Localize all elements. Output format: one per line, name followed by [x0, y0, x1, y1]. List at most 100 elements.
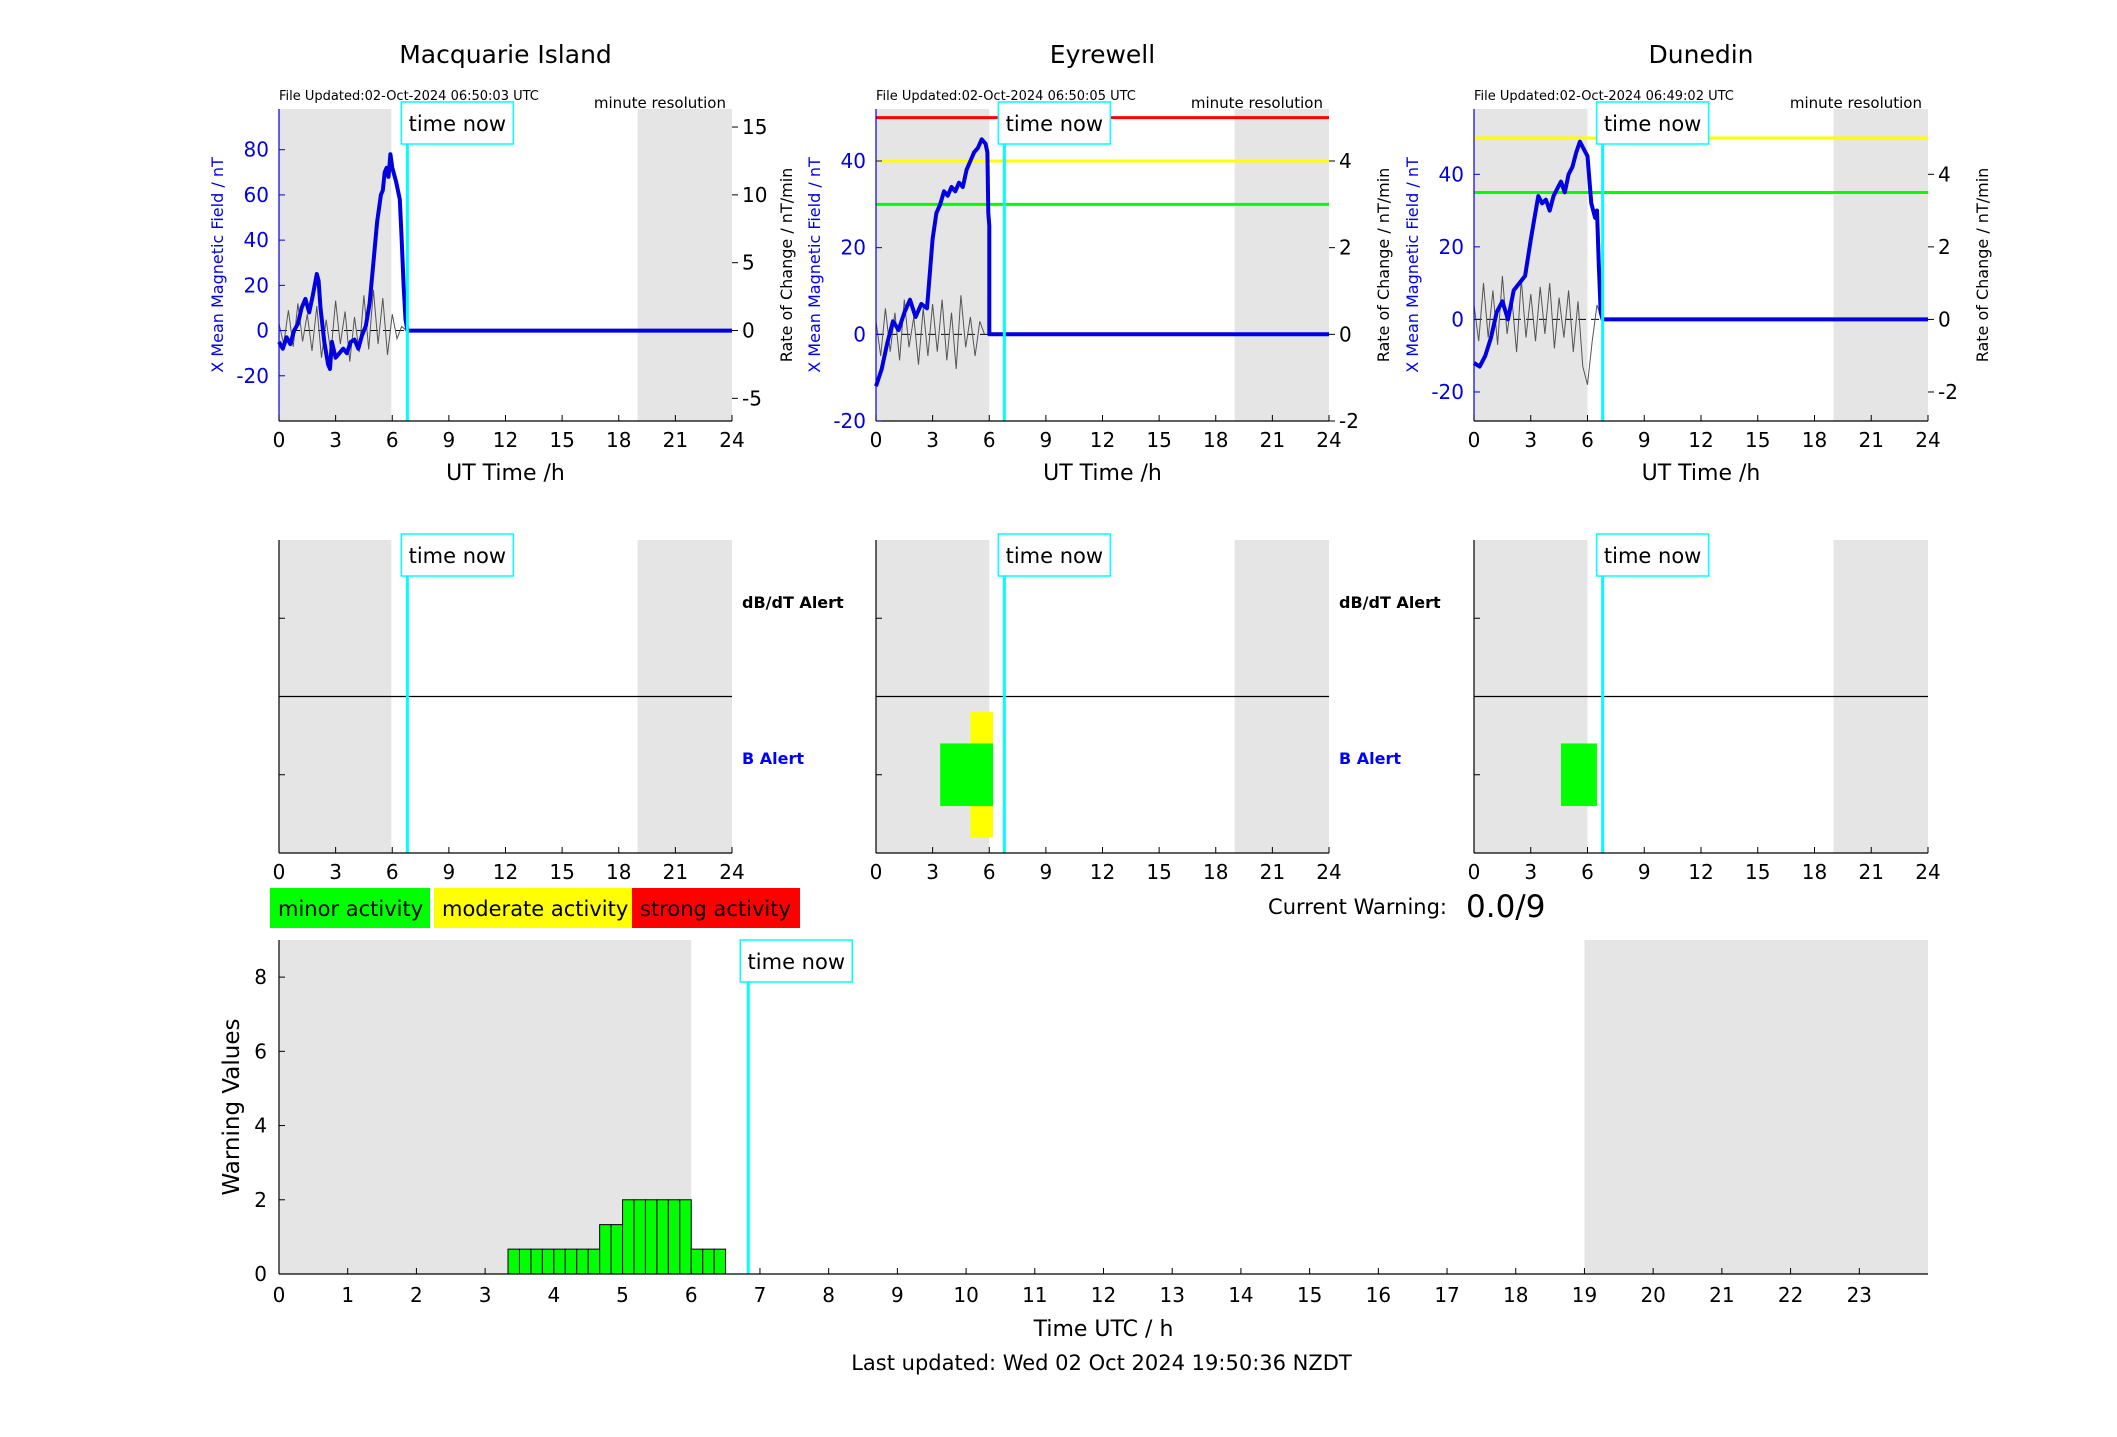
time-now-label: time now	[1006, 544, 1103, 568]
x-tick-label: 12	[1688, 860, 1713, 884]
warning-bar	[610, 1224, 624, 1275]
warning-bar	[530, 1248, 543, 1275]
x-tick-label: 21	[1859, 860, 1884, 884]
x-tick-label: 19	[1572, 1283, 1597, 1307]
panel-title: Macquarie Island	[399, 40, 612, 69]
x-tick-label: 15	[1146, 860, 1171, 884]
y-tick-label: 6	[254, 1039, 267, 1063]
y-right-tick-label: 4	[1339, 149, 1352, 173]
last-updated-text: Last updated: Wed 02 Oct 2024 19:50:36 N…	[851, 1351, 1352, 1375]
x-tick-label: 18	[1802, 428, 1827, 452]
b-alert-label: B Alert	[1339, 749, 1401, 768]
x-tick-label: 7	[754, 1283, 767, 1307]
y-left-tick-label: 20	[244, 273, 269, 297]
x-tick-label: 24	[719, 428, 744, 452]
warning-bar	[644, 1199, 658, 1275]
x-tick-label: 9	[1638, 428, 1651, 452]
x-tick-label: 12	[1090, 428, 1115, 452]
y-left-tick-label: 80	[244, 138, 269, 162]
y-right-tick-label: 0	[1339, 322, 1352, 346]
x-tick-label: 6	[386, 860, 399, 884]
time-now-label: time now	[409, 544, 506, 568]
y-right-tick-label: 2	[1938, 235, 1951, 259]
x-tick-label: 23	[1847, 1283, 1872, 1307]
file-updated-text: File Updated:02-Oct-2024 06:50:03 UTC	[279, 89, 539, 104]
file-updated-text: File Updated:02-Oct-2024 06:49:02 UTC	[1474, 89, 1734, 104]
warning-bar	[541, 1248, 555, 1275]
x-tick-label: 0	[1468, 428, 1481, 452]
y-right-tick-label: 4	[1938, 162, 1951, 186]
right-axis-label: Rate of Change / nT/min	[777, 168, 796, 363]
y-right-tick-label: 15	[742, 115, 767, 139]
x-tick-label: 18	[1203, 428, 1228, 452]
night-band	[1234, 109, 1329, 421]
warning-bar	[679, 1199, 692, 1275]
y-right-tick-label: -2	[1938, 380, 1958, 404]
field-series-line	[874, 137, 1329, 387]
resolution-text: minute resolution	[594, 94, 726, 112]
warning-bar	[599, 1224, 612, 1275]
x-tick-label: 18	[1802, 860, 1827, 884]
time-now-marker: time now	[739, 939, 854, 983]
x-axis-label: UT Time /h	[1043, 461, 1162, 486]
alert-bar-minor	[1561, 743, 1597, 807]
resolution-text: minute resolution	[1790, 94, 1922, 112]
warning-bar	[622, 1199, 635, 1275]
x-tick-label: 3	[1524, 860, 1537, 884]
x-tick-label: 3	[926, 428, 939, 452]
y-left-tick-label: 40	[841, 149, 866, 173]
x-tick-label: 3	[926, 860, 939, 884]
warning-bar	[713, 1248, 727, 1275]
y-left-tick-label: -20	[833, 409, 866, 433]
x-tick-label: 12	[1688, 428, 1713, 452]
x-tick-label: 24	[1316, 860, 1341, 884]
x-tick-label: 0	[1468, 860, 1481, 884]
x-tick-label: 6	[983, 860, 996, 884]
x-tick-label: 18	[606, 860, 631, 884]
y-left-tick-label: 20	[841, 236, 866, 260]
legend-label-minor: minor activity	[278, 897, 423, 921]
x-tick-label: 18	[1503, 1283, 1528, 1307]
x-tick-label: 15	[549, 860, 574, 884]
left-axis-label: X Mean Magnetic Field / nT	[805, 157, 824, 373]
time-now-label: time now	[748, 950, 845, 974]
x-tick-label: 6	[983, 428, 996, 452]
x-tick-label: 20	[1640, 1283, 1665, 1307]
x-tick-label: 9	[1040, 860, 1053, 884]
x-tick-label: 12	[1090, 860, 1115, 884]
y-left-tick-label: 40	[244, 228, 269, 252]
night-band	[1833, 109, 1928, 421]
x-tick-label: 21	[1260, 860, 1285, 884]
x-axis-label: UT Time /h	[446, 461, 565, 486]
time-now-label: time now	[1006, 112, 1103, 136]
time-now-marker: time now	[1595, 533, 1710, 577]
x-tick-label: 18	[1203, 860, 1228, 884]
x-tick-label: 22	[1778, 1283, 1803, 1307]
left-axis-label: X Mean Magnetic Field / nT	[1403, 157, 1422, 373]
panel-title: Dunedin	[1649, 40, 1754, 69]
x-tick-label: 8	[822, 1283, 835, 1307]
x-tick-label: 0	[870, 428, 883, 452]
warning-bar	[667, 1199, 681, 1275]
x-tick-label: 15	[1146, 428, 1171, 452]
dbdt-alert-label: dB/dT Alert	[1339, 593, 1441, 612]
night-band	[637, 109, 732, 421]
field-series-line	[1472, 139, 1928, 369]
resolution-text: minute resolution	[1191, 94, 1323, 112]
x-tick-label: 17	[1434, 1283, 1459, 1307]
x-tick-label: 15	[1745, 428, 1770, 452]
x-tick-label: 15	[1745, 860, 1770, 884]
x-tick-label: 18	[606, 428, 631, 452]
time-now-box	[400, 101, 515, 145]
right-axis-label: Rate of Change / nT/min	[1973, 168, 1992, 363]
x-tick-label: 3	[329, 860, 342, 884]
warning-bar	[507, 1248, 520, 1275]
x-axis-label: UT Time /h	[1642, 461, 1761, 486]
current-warning-value: 0.0/9	[1466, 889, 1545, 925]
y-left-tick-label: 60	[244, 183, 269, 207]
x-tick-label: 9	[1040, 428, 1053, 452]
time-now-box	[997, 533, 1112, 577]
time-now-marker: time now	[1595, 101, 1710, 145]
x-tick-label: 15	[1297, 1283, 1322, 1307]
time-now-label: time now	[409, 112, 506, 136]
